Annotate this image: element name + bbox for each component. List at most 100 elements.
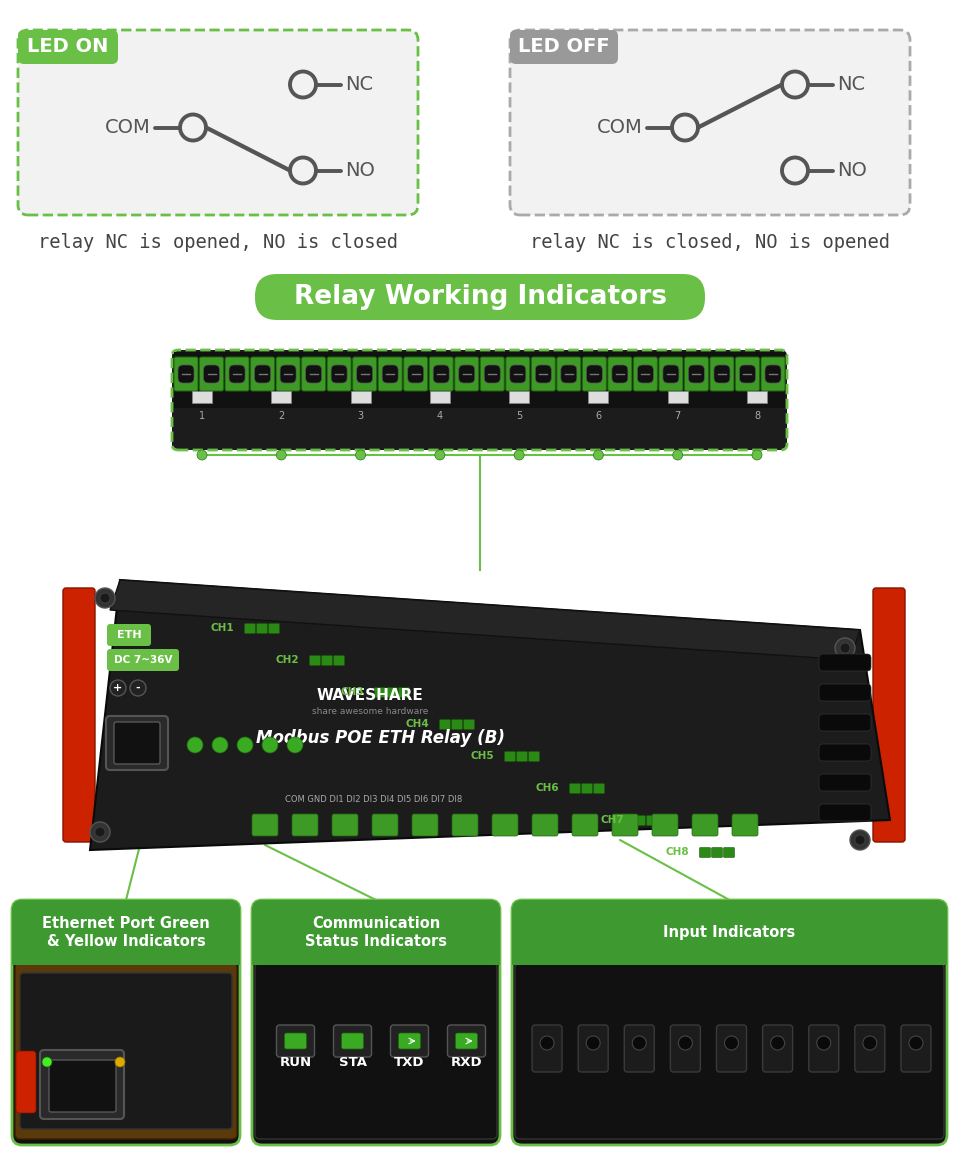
Text: 7: 7 (675, 411, 681, 421)
FancyBboxPatch shape (382, 365, 398, 383)
FancyBboxPatch shape (280, 365, 296, 383)
FancyBboxPatch shape (18, 30, 418, 215)
FancyBboxPatch shape (333, 655, 345, 666)
FancyBboxPatch shape (245, 624, 255, 633)
FancyBboxPatch shape (352, 357, 376, 391)
FancyBboxPatch shape (668, 391, 687, 402)
Text: 1: 1 (199, 411, 205, 421)
FancyBboxPatch shape (670, 1025, 701, 1072)
Circle shape (909, 1035, 923, 1049)
FancyBboxPatch shape (440, 720, 450, 730)
Text: Ethernet Port Green
& Yellow Indicators: Ethernet Port Green & Yellow Indicators (42, 916, 210, 949)
Bar (252, 932, 500, 965)
Text: CH3: CH3 (340, 687, 364, 697)
FancyBboxPatch shape (174, 357, 198, 391)
FancyBboxPatch shape (433, 365, 449, 383)
FancyBboxPatch shape (509, 391, 529, 402)
FancyBboxPatch shape (659, 357, 683, 391)
FancyBboxPatch shape (342, 1033, 364, 1049)
FancyBboxPatch shape (322, 655, 332, 666)
Circle shape (42, 1057, 52, 1067)
FancyBboxPatch shape (309, 655, 321, 666)
FancyBboxPatch shape (106, 716, 168, 770)
Text: 2: 2 (278, 411, 284, 421)
FancyBboxPatch shape (688, 365, 705, 383)
FancyBboxPatch shape (569, 784, 581, 793)
FancyBboxPatch shape (735, 357, 759, 391)
Text: RXD: RXD (450, 1057, 482, 1069)
FancyBboxPatch shape (172, 350, 787, 450)
FancyBboxPatch shape (646, 815, 658, 826)
Text: CH4: CH4 (405, 720, 429, 729)
Text: NC: NC (345, 75, 373, 94)
Text: LED ON: LED ON (27, 37, 108, 56)
FancyBboxPatch shape (284, 1033, 306, 1049)
FancyBboxPatch shape (251, 357, 275, 391)
Circle shape (262, 737, 278, 753)
FancyBboxPatch shape (178, 365, 194, 383)
Circle shape (100, 593, 110, 603)
Text: CH1: CH1 (210, 622, 234, 633)
FancyBboxPatch shape (561, 365, 577, 383)
FancyBboxPatch shape (327, 357, 351, 391)
FancyBboxPatch shape (819, 654, 871, 672)
Circle shape (840, 644, 850, 653)
FancyBboxPatch shape (652, 814, 678, 837)
FancyBboxPatch shape (762, 1025, 793, 1072)
Text: CH7: CH7 (600, 815, 624, 825)
FancyBboxPatch shape (900, 1025, 931, 1072)
FancyBboxPatch shape (819, 744, 871, 760)
FancyBboxPatch shape (451, 720, 463, 730)
Bar (512, 932, 947, 965)
Circle shape (130, 680, 146, 696)
FancyBboxPatch shape (332, 814, 358, 837)
FancyBboxPatch shape (459, 365, 475, 383)
FancyBboxPatch shape (63, 589, 95, 842)
FancyBboxPatch shape (305, 365, 322, 383)
FancyBboxPatch shape (350, 391, 371, 402)
Text: 5: 5 (516, 411, 522, 421)
Text: DC 7~36V: DC 7~36V (113, 655, 172, 665)
FancyBboxPatch shape (819, 714, 871, 731)
FancyBboxPatch shape (484, 365, 500, 383)
FancyBboxPatch shape (429, 357, 453, 391)
Text: 3: 3 (357, 411, 364, 421)
Text: +: + (113, 683, 123, 693)
FancyBboxPatch shape (588, 391, 609, 402)
FancyBboxPatch shape (107, 624, 151, 646)
FancyBboxPatch shape (292, 814, 318, 837)
FancyBboxPatch shape (612, 814, 638, 837)
Text: COM GND DI1 DI2 DI3 DI4 DI5 DI6 DI7 DI8: COM GND DI1 DI2 DI3 DI4 DI5 DI6 DI7 DI8 (285, 796, 463, 805)
FancyBboxPatch shape (40, 1049, 124, 1119)
FancyBboxPatch shape (536, 365, 551, 383)
Circle shape (855, 835, 865, 845)
FancyBboxPatch shape (510, 30, 910, 215)
FancyBboxPatch shape (398, 688, 410, 697)
Text: relay NC is opened, NO is closed: relay NC is opened, NO is closed (38, 234, 398, 253)
Text: ETH: ETH (117, 629, 141, 640)
FancyBboxPatch shape (15, 963, 237, 1140)
FancyBboxPatch shape (612, 365, 628, 383)
FancyBboxPatch shape (357, 365, 372, 383)
FancyBboxPatch shape (761, 357, 785, 391)
FancyBboxPatch shape (510, 30, 618, 64)
FancyBboxPatch shape (252, 814, 278, 837)
Circle shape (679, 1035, 692, 1049)
FancyBboxPatch shape (873, 589, 905, 842)
FancyBboxPatch shape (663, 365, 679, 383)
FancyBboxPatch shape (204, 365, 220, 383)
FancyBboxPatch shape (608, 357, 632, 391)
Circle shape (515, 450, 524, 460)
FancyBboxPatch shape (692, 814, 718, 837)
Circle shape (593, 450, 604, 460)
Circle shape (835, 638, 855, 658)
Circle shape (95, 827, 105, 837)
Text: NO: NO (837, 161, 867, 180)
FancyBboxPatch shape (637, 365, 654, 383)
Text: TXD: TXD (395, 1057, 424, 1069)
Text: CH8: CH8 (665, 847, 689, 856)
Circle shape (673, 450, 683, 460)
Text: Relay Working Indicators: Relay Working Indicators (294, 284, 666, 310)
FancyBboxPatch shape (724, 847, 734, 858)
FancyBboxPatch shape (49, 1060, 116, 1112)
